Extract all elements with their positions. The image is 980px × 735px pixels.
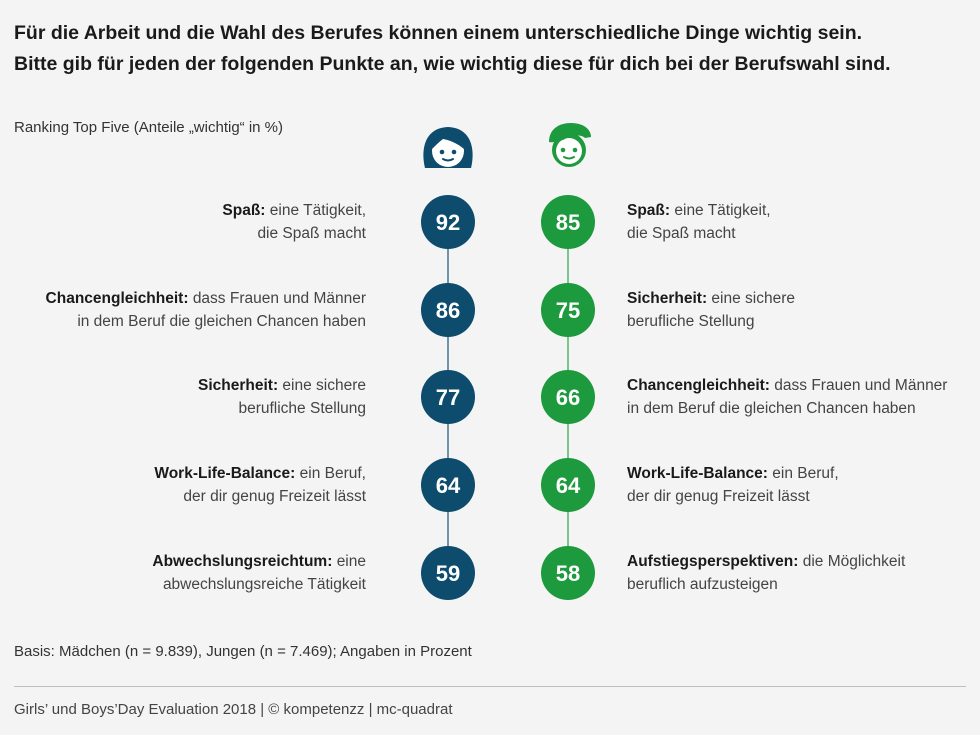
boys-item-label: Sicherheit: eine sichere berufliche Stell… [627,287,977,333]
item-desc-1: eine sichere [711,290,795,307]
girls-value-label: 92 [436,210,460,235]
item-desc-1: ein Beruf, [299,465,366,482]
item-desc-1: die Möglichkeit [802,553,906,570]
item-term: Chancengleichheit: [45,290,189,307]
item-desc-2: in dem Beruf die gleichen Chancen haben [77,313,366,330]
item-desc-1: eine Tätigkeit, [674,202,771,219]
boys-value-label: 66 [556,385,580,410]
boys-value-label: 64 [556,473,581,498]
boys-value-label: 85 [556,210,580,235]
item-desc-1: eine Tätigkeit, [269,202,366,219]
boy-face-icon [549,123,591,167]
girls-value-label: 77 [436,385,460,410]
boys-item-label: Work-Life-Balance: ein Beruf, der dir gen… [627,462,977,508]
item-desc-1: dass Frauen und Männer [192,290,366,307]
boys-value-circle [541,546,595,600]
item-line-1: Spaß: eine Tätigkeit, [627,199,977,222]
boys-value-circle [541,283,595,337]
item-desc-2: beruflich aufzusteigen [627,576,778,593]
chart-subtitle: Ranking Top Five (Anteile „wichtig“ in %… [14,119,283,136]
item-desc-2: berufliche Stellung [238,400,366,417]
item-desc-2: in dem Beruf die gleichen Chancen haben [627,400,916,417]
boys-value-circle [541,370,595,424]
girls-value-circle [421,370,475,424]
girls-value-circle [421,283,475,337]
girls-item-label: Work-Life-Balance: ein Beruf, der dir gen… [6,462,366,508]
item-desc-2: berufliche Stellung [627,313,755,330]
item-line-1: Aufstiegsperspektiven: die Möglichkeit [627,550,977,573]
title-line-2: Bitte gib für jeden der folgenden Punkte… [14,53,891,75]
girls-value-label: 86 [436,298,460,323]
girls-value-label: 59 [436,561,460,586]
footer-divider [14,686,966,687]
girls-value-label: 64 [436,473,461,498]
boys-value-label: 75 [556,298,580,323]
girl-face-icon [423,127,473,168]
item-line-1: Sicherheit: eine sichere [6,374,366,397]
girls-value-circle [421,195,475,249]
item-term: Work-Life-Balance: [627,465,768,482]
item-line-1: Sicherheit: eine sichere [627,287,977,310]
item-line-1: Work-Life-Balance: ein Beruf, [627,462,977,485]
item-line-1: Work-Life-Balance: ein Beruf, [6,462,366,485]
item-desc-1: ein Beruf, [772,465,839,482]
item-desc-2: der dir genug Freizeit lässt [183,488,366,505]
item-desc-1: eine sichere [282,377,366,394]
boys-value-circle [541,458,595,512]
item-line-1: Spaß: eine Tätigkeit, [6,199,366,222]
item-desc-2: die Spaß macht [257,225,366,242]
item-line-1: Abwechslungsreichtum: eine [6,550,366,573]
boys-value-circle [541,195,595,249]
basis-note: Basis: Mädchen (n = 9.839), Jungen (n = … [14,643,472,660]
item-desc-1: eine [336,553,366,570]
girls-value-circle [421,458,475,512]
girls-item-label: Abwechslungsreichtum: eine abwechslungsre… [6,550,366,596]
item-term: Sicherheit: [627,290,708,307]
item-desc-2: die Spaß macht [627,225,736,242]
boys-item-label: Chancengleichheit: dass Frauen und Männe… [627,374,977,420]
item-term: Spaß: [222,202,266,219]
boys-item-label: Spaß: eine Tätigkeit, die Spaß macht [627,199,977,245]
girls-item-label: Sicherheit: eine sichere berufliche Stell… [6,374,366,420]
source-note: Girls’ und Boys’Day Evaluation 2018 | © … [14,701,453,718]
item-term: Work-Life-Balance: [154,465,296,482]
item-desc-2: abwechslungsreiche Tätigkeit [162,576,366,593]
boys-value-label: 58 [556,561,580,586]
chart-title: Für die Arbeit und die Wahl des Berufes … [14,18,964,80]
item-line-1: Chancengleichheit: dass Frauen und Männe… [627,374,977,397]
item-term: Sicherheit: [198,377,279,394]
item-desc-2: der dir genug Freizeit lässt [627,488,810,505]
boys-item-label: Aufstiegsperspektiven: die Möglichkeit be… [627,550,977,596]
girls-item-label: Chancengleichheit: dass Frauen und Männe… [6,287,366,333]
title-line-1: Für die Arbeit und die Wahl des Berufes … [14,22,863,44]
item-term: Aufstiegsperspektiven: [627,553,799,570]
item-desc-1: dass Frauen und Männer [774,377,948,394]
item-term: Spaß: [627,202,671,219]
item-term: Chancengleichheit: [627,377,770,394]
item-line-1: Chancengleichheit: dass Frauen und Männe… [6,287,366,310]
girls-item-label: Spaß: eine Tätigkeit, die Spaß macht [6,199,366,245]
item-term: Abwechslungsreichtum: [152,553,333,570]
girls-value-circle [421,546,475,600]
